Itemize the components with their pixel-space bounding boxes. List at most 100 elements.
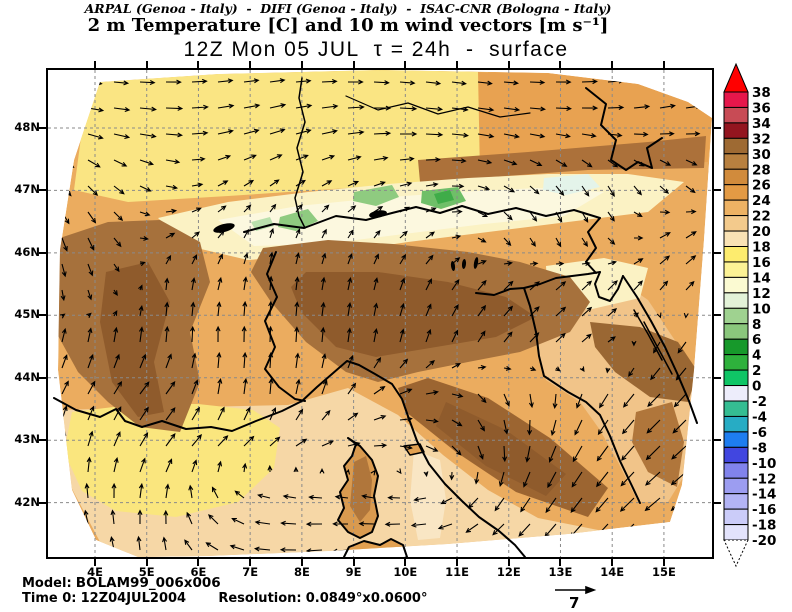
- colorbar-box: [723, 493, 749, 510]
- colorbar-label: 34: [752, 116, 771, 132]
- temp-region-alps-green-2: [353, 185, 399, 206]
- colorbar-box: [723, 385, 749, 402]
- lon-label-13E: 13E: [548, 565, 573, 579]
- coastline-dalmatia-island-2: [643, 321, 673, 375]
- lon-label-7E: 7E: [242, 565, 259, 579]
- colorbar-box: [723, 122, 749, 139]
- axis-tick: [39, 127, 47, 129]
- temp-region-east-dark: [590, 322, 698, 402]
- colorbar-label: -4: [752, 409, 767, 425]
- colorbar-box: [723, 137, 749, 155]
- coastline-venice-coast: [475, 271, 601, 296]
- axis-tick: [611, 558, 614, 566]
- axis-tick: [197, 61, 200, 69]
- wind-reference-arrow: 7: [555, 585, 597, 612]
- axis-tick: [713, 501, 721, 504]
- coastline-ne-border: [585, 87, 663, 171]
- variable-title: 2 m Temperature [C] and 10 m wind vector…: [87, 15, 609, 36]
- axis-tick: [507, 61, 510, 69]
- colorbar-box: [723, 261, 749, 278]
- colorbar-label: -16: [752, 502, 776, 518]
- axis-tick: [197, 558, 200, 566]
- temperature-shading: [58, 70, 712, 557]
- coastline-corsica-outline: [337, 437, 379, 539]
- colorbar-label: 22: [752, 209, 771, 225]
- lon-label-4E: 4E: [87, 565, 103, 579]
- axis-tick: [39, 501, 47, 504]
- lon-label-12E: 12E: [496, 565, 521, 579]
- colorbar-label: 30: [752, 147, 771, 163]
- coastline-west-coast: [53, 360, 526, 558]
- colorbar-box: [723, 307, 749, 325]
- colorbar-box: [723, 106, 749, 124]
- colorbar-label: -10: [752, 456, 776, 472]
- axis-tick: [559, 61, 562, 69]
- colorbar-box: [723, 230, 749, 248]
- lat-label-46N: 46N: [14, 244, 40, 259]
- colorbar-box: [723, 91, 749, 108]
- coastline-north-alps-border: [243, 205, 601, 233]
- colorbar-label: 2: [752, 363, 761, 379]
- axis-tick: [404, 558, 407, 566]
- resolution-value: 0.0849°x0.0600°: [305, 591, 428, 606]
- temp-region-corsica-core: [350, 456, 372, 522]
- colorbar-label: 18: [752, 240, 771, 256]
- colorbar-label: 16: [752, 255, 771, 271]
- colorbar-box: [723, 215, 749, 232]
- colorbar-box: [723, 354, 749, 371]
- temp-region-east-brown: [632, 402, 684, 487]
- wind-reference-value: 7: [569, 594, 579, 612]
- lon-label-9E: 9E: [345, 565, 362, 579]
- coastline-sardinia-outline: [343, 538, 408, 558]
- coastline-dalmatia-island-1: [633, 309, 663, 361]
- axis-tick: [456, 61, 459, 69]
- lon-label-15E: 15E: [651, 565, 676, 579]
- axis-tick: [94, 61, 96, 69]
- coastline-adriatic-west-coast: [523, 287, 641, 504]
- latlon-gridlines: [48, 70, 712, 557]
- colorbar-label: 6: [752, 332, 761, 348]
- colorbar-under-triangle: [723, 539, 749, 568]
- lon-label-6E: 6E: [190, 565, 207, 579]
- colorbar-label: 24: [752, 193, 771, 209]
- lon-label-10E: 10E: [393, 565, 418, 579]
- colorbar-box: [723, 276, 749, 294]
- lake-constance: [369, 210, 387, 218]
- colorbar-label: 8: [752, 317, 761, 333]
- colorbar-label: 4: [752, 348, 761, 364]
- temp-region-north-dark-band: [418, 136, 706, 182]
- colorbar-label: -12: [752, 471, 776, 487]
- axis-tick: [507, 558, 510, 566]
- colorbar-label: 14: [752, 270, 771, 286]
- temp-region-alps-cyan: [543, 174, 600, 195]
- colorbar-box: [723, 246, 749, 263]
- institutions-line: ARPAL (Genoa - Italy) - DIFI (Genoa - It…: [84, 1, 612, 16]
- colorbar-label: -6: [752, 425, 767, 441]
- time-resolution-line: Time 0: 12Z04JUL2004 Resolution: 0.0849°…: [22, 591, 427, 606]
- axis-tick: [39, 189, 47, 192]
- axis-tick: [145, 61, 148, 69]
- axis-tick: [559, 558, 562, 566]
- lake-geneva: [213, 223, 235, 233]
- colorbar-label: 28: [752, 162, 771, 178]
- colorbar-label: 38: [752, 85, 771, 101]
- colorbar-box: [723, 199, 749, 217]
- lat-label-44N: 44N: [14, 369, 40, 384]
- colorbar-box: [723, 477, 749, 495]
- coastline-rhine-river: [294, 77, 306, 229]
- time-label: Time 0:: [22, 591, 77, 606]
- colorbar-box: [723, 415, 749, 433]
- colorbar-box: [723, 168, 749, 186]
- colorbar-label: -20: [752, 533, 776, 549]
- axis-tick: [713, 376, 721, 379]
- axis-tick: [662, 61, 665, 69]
- colorbar-box: [723, 369, 749, 387]
- lat-label-48N: 48N: [14, 120, 40, 134]
- axis-tick: [300, 61, 303, 69]
- axis-tick: [611, 61, 614, 69]
- colorbar-label: -8: [752, 440, 767, 456]
- colorbar-box: [723, 323, 749, 340]
- colorbar-box: [723, 338, 749, 356]
- temperature-colorbar: 38363432302826242220181614121086420-2-4-…: [723, 62, 776, 568]
- time-value: 12Z04JUL2004: [80, 591, 187, 606]
